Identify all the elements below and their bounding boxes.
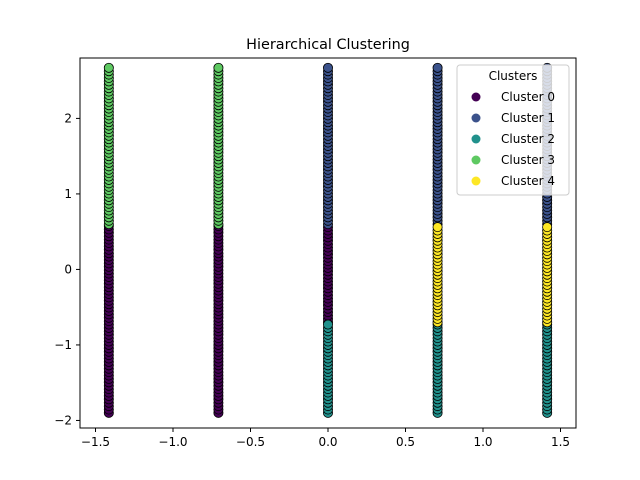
x-tick-label: −1.5 (81, 435, 110, 449)
legend-box (456, 64, 570, 196)
y-tick-label: 0 (64, 262, 72, 276)
y-tick-label: 2 (64, 111, 72, 125)
y-tick-label: −2 (54, 413, 72, 427)
x-tick-label: 1.0 (473, 435, 492, 449)
legend-marker-cluster-3 (471, 155, 481, 165)
data-point-cluster-3 (213, 62, 224, 73)
data-point-cluster-4 (432, 222, 443, 233)
legend: Clusters Cluster 0 Cluster 1 Cluster 2 Clus… (456, 64, 570, 196)
chart-title: Hierarchical Clustering (246, 37, 410, 53)
data-point-cluster-3 (103, 62, 114, 73)
legend-label-cluster-4: Cluster 4 (501, 174, 555, 188)
x-tick-label: 1.5 (551, 435, 570, 449)
data-point-cluster-2 (322, 319, 333, 330)
legend-label-cluster-3: Cluster 3 (501, 153, 555, 167)
legend-title: Clusters (489, 69, 538, 83)
x-axis: −1.5 −1.0 −0.5 0.0 0.5 1.0 1.5 (81, 428, 570, 449)
y-tick-label: 1 (64, 187, 72, 201)
data-point-cluster-4 (542, 222, 553, 233)
legend-label-cluster-1: Cluster 1 (501, 111, 555, 125)
x-tick-label: 0.0 (318, 435, 337, 449)
data-point-cluster-1 (322, 62, 333, 73)
legend-label-cluster-0: Cluster 0 (501, 90, 555, 104)
legend-marker-cluster-0 (471, 92, 481, 102)
legend-label-cluster-2: Cluster 2 (501, 132, 555, 146)
y-tick-label: −1 (54, 338, 72, 352)
x-tick-label: −1.0 (158, 435, 187, 449)
points-layer (103, 62, 553, 418)
legend-marker-cluster-2 (471, 134, 481, 144)
x-tick-label: 0.5 (396, 435, 415, 449)
data-point-cluster-1 (432, 62, 443, 73)
x-tick-label: −0.5 (236, 435, 265, 449)
legend-marker-cluster-4 (471, 176, 481, 186)
y-axis: −2 −1 0 1 2 (54, 111, 80, 427)
legend-marker-cluster-1 (471, 113, 481, 123)
